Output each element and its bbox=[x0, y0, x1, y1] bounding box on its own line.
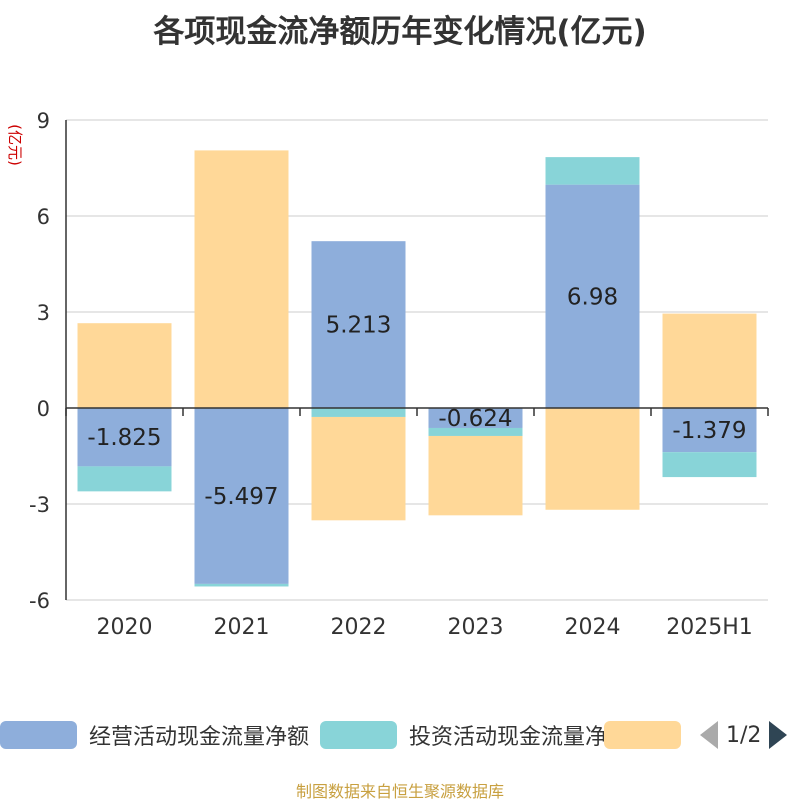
pager-text: 1/2 bbox=[726, 722, 762, 748]
x-tick-label: 2021 bbox=[214, 615, 270, 640]
data-label-2022: 5.213 bbox=[326, 313, 392, 339]
pager-prev-icon[interactable] bbox=[700, 721, 718, 749]
bar-investing-2021 bbox=[194, 583, 289, 587]
data-label-2025H1: -1.379 bbox=[672, 418, 746, 444]
bar-investing-2022 bbox=[311, 408, 406, 417]
bar-investing-2025H1 bbox=[662, 452, 757, 478]
legend-label-investing: 投资活动现金流量净额 bbox=[409, 725, 630, 750]
legend-item-investing[interactable]: 投资活动现金流量净额 bbox=[320, 713, 629, 757]
y-tick-label: -6 bbox=[29, 589, 50, 613]
x-tick-label: 2020 bbox=[97, 615, 153, 640]
source-note: 制图数据来自恒生聚源数据库 bbox=[295, 782, 504, 801]
bar-investing-2020 bbox=[77, 466, 172, 492]
y-tick-label: 6 bbox=[37, 205, 50, 229]
bar-investing-2023 bbox=[428, 427, 523, 436]
x-tick-label: 2023 bbox=[448, 615, 504, 640]
x-tick-label: 2022 bbox=[331, 615, 387, 640]
legend-swatch-third bbox=[604, 721, 681, 749]
bar-operating-2022 bbox=[311, 241, 406, 408]
data-label-2020: -1.825 bbox=[87, 425, 161, 451]
legend-item-operating[interactable]: 经营活动现金流量净额 bbox=[0, 713, 309, 757]
bar-operating-2023 bbox=[428, 408, 523, 428]
bar-investing-2024 bbox=[545, 157, 640, 185]
legend-item-third[interactable] bbox=[604, 713, 681, 757]
chart-title: 各项现金流净额历年变化情况(亿元) bbox=[153, 14, 647, 50]
bar-third-2020 bbox=[77, 323, 172, 408]
bar-operating-2025H1 bbox=[662, 408, 757, 453]
bar-operating-2024 bbox=[545, 184, 640, 408]
y-tick-label: 3 bbox=[37, 301, 50, 325]
data-label-2023: -0.624 bbox=[438, 406, 512, 432]
bar-third-2024 bbox=[545, 408, 640, 510]
y-axis-label: (亿元) bbox=[6, 124, 24, 166]
data-label-2021: -5.497 bbox=[204, 484, 278, 510]
legend-label-operating: 经营活动现金流量净额 bbox=[89, 725, 310, 750]
bar-chart: -6 -3 0 3 6 9 (亿元) -1.825 2020 -5.497 2021 5.213 202… bbox=[6, 109, 769, 640]
bar-operating-2020 bbox=[77, 408, 172, 467]
y-tick-label: 0 bbox=[37, 397, 50, 421]
bar-third-2023 bbox=[428, 435, 523, 516]
x-tick-label: 2024 bbox=[565, 615, 621, 640]
pager-next-icon[interactable] bbox=[769, 721, 788, 749]
legend-pager: 1/2 bbox=[700, 713, 788, 757]
y-tick-label: 9 bbox=[37, 109, 50, 133]
data-label-2024: 6.98 bbox=[567, 284, 618, 310]
bar-third-2025H1 bbox=[662, 313, 757, 408]
bar-third-2021 bbox=[194, 150, 289, 408]
y-tick-label: -3 bbox=[29, 493, 50, 517]
bar-third-2022 bbox=[311, 416, 406, 521]
legend-swatch-operating bbox=[0, 721, 77, 749]
x-tick-label: 2025H1 bbox=[666, 615, 753, 640]
legend: 经营活动现金流量净额 投资活动现金流量净额 bbox=[0, 713, 800, 757]
legend-swatch-investing bbox=[320, 721, 397, 749]
bar-operating-2021 bbox=[194, 408, 289, 584]
